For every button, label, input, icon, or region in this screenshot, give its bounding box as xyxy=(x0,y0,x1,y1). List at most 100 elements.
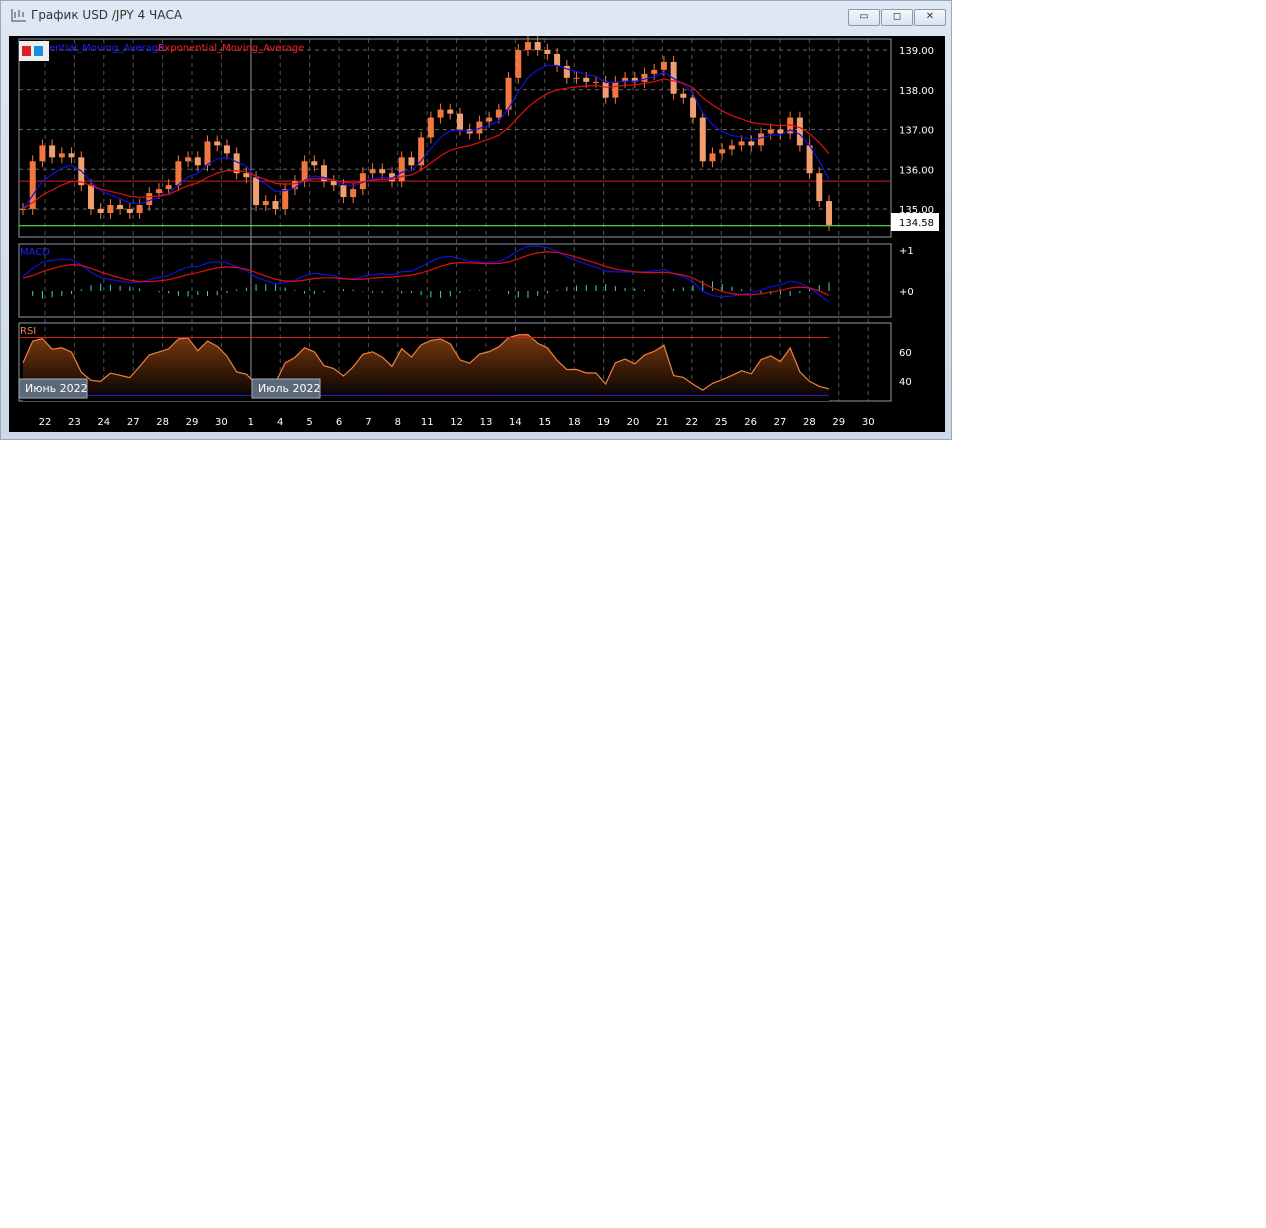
candle xyxy=(243,173,250,178)
candle xyxy=(185,157,192,162)
exponential-moving-average-line xyxy=(22,78,830,210)
time-tick-label: 27 xyxy=(127,417,140,428)
current-price-box xyxy=(891,213,939,231)
candle xyxy=(155,189,162,194)
candle xyxy=(175,161,182,186)
candle xyxy=(554,53,561,66)
candle xyxy=(748,141,755,146)
time-tick-label: 8 xyxy=(395,417,401,428)
candle xyxy=(777,129,784,134)
time-tick-label: 23 xyxy=(68,417,81,428)
sma-legend: ential_Moving_Average xyxy=(49,43,164,54)
blue-square-icon[interactable] xyxy=(34,46,43,56)
close-button[interactable]: ✕ xyxy=(914,9,946,26)
candle xyxy=(612,81,619,98)
time-tick-label: 24 xyxy=(97,417,110,428)
red-square-icon[interactable] xyxy=(22,46,31,56)
candle xyxy=(447,109,454,114)
chart-area[interactable]: 139.00 138.00 137.00 136.00 135.00 22 23 24 27 28… xyxy=(9,36,945,432)
window-title-text: График USD /JPY 4 ЧАСА xyxy=(31,8,183,22)
candle xyxy=(437,109,444,118)
candle xyxy=(524,42,531,50)
time-tick-label: 22 xyxy=(685,417,698,428)
candle xyxy=(136,205,143,213)
candle xyxy=(456,113,463,130)
price-tick-label: 135.00 xyxy=(899,205,934,216)
macd-panel xyxy=(18,243,892,318)
rsi-tick-label: 40 xyxy=(899,377,912,388)
candle xyxy=(826,201,832,225)
time-tick-label: 15 xyxy=(538,417,551,428)
candle xyxy=(223,145,230,154)
svg-text:Июль 2022: Июль 2022 xyxy=(258,382,321,395)
macd-tick-label: +0 xyxy=(899,287,914,298)
rsi-line xyxy=(22,333,830,391)
time-tick-label: 12 xyxy=(450,417,463,428)
candle xyxy=(787,117,794,134)
candle xyxy=(796,117,803,146)
price-tick-label: 139.00 xyxy=(899,46,934,57)
current-price: 134.58 xyxy=(899,218,934,229)
candle xyxy=(301,161,308,182)
time-tick-label: 11 xyxy=(421,417,434,428)
candle xyxy=(583,77,590,82)
time-tick-label: 30 xyxy=(215,417,228,428)
macd-tick-label: +1 xyxy=(899,246,914,257)
candle xyxy=(68,153,75,158)
candle xyxy=(20,209,26,210)
candle xyxy=(563,65,570,78)
candle xyxy=(311,161,318,166)
time-tick-label: 28 xyxy=(156,417,169,428)
price-tick-label: 138.00 xyxy=(899,86,934,97)
candle xyxy=(146,193,153,206)
time-tick-label: 13 xyxy=(480,417,493,428)
candle xyxy=(544,50,551,54)
candle xyxy=(58,153,65,158)
candle xyxy=(117,205,124,209)
candle xyxy=(622,77,629,82)
candle xyxy=(204,141,211,166)
candle xyxy=(495,109,502,118)
price-tick-label: 136.00 xyxy=(899,165,934,176)
time-tick-label: 20 xyxy=(627,417,640,428)
rsi-area xyxy=(23,334,829,401)
candle xyxy=(709,153,716,162)
time-tick-label: 27 xyxy=(774,417,787,428)
time-tick-label: 19 xyxy=(597,417,610,428)
candle xyxy=(330,181,337,186)
candle xyxy=(806,145,813,174)
time-tick-label: 22 xyxy=(39,417,52,428)
candle xyxy=(699,117,706,162)
rsi-tick-label: 60 xyxy=(899,348,912,359)
candle xyxy=(418,137,425,166)
candle xyxy=(573,77,580,79)
minimize-button[interactable]: ▭ xyxy=(848,9,880,26)
svg-text:Июнь 2022: Июнь 2022 xyxy=(25,382,88,395)
candle xyxy=(126,209,133,213)
time-tick-label: 7 xyxy=(365,417,371,428)
candle xyxy=(408,157,415,166)
candle xyxy=(29,161,36,209)
time-tick-label: 26 xyxy=(744,417,757,428)
chart-window: График USD /JPY 4 ЧАСА ▭ ◻ ✕ 139.00 138.0… xyxy=(0,0,952,440)
candle xyxy=(389,173,396,182)
time-tick-label: 29 xyxy=(832,417,845,428)
candle xyxy=(505,77,512,110)
candle xyxy=(602,81,609,98)
candle xyxy=(107,205,114,213)
candle xyxy=(262,201,269,206)
candle xyxy=(398,157,405,182)
candle xyxy=(165,185,172,190)
time-tick-label: 28 xyxy=(803,417,816,428)
candle xyxy=(39,145,46,162)
moving-average-line xyxy=(22,64,830,210)
ema-legend: Exponential_Moving_Average xyxy=(158,43,304,54)
candle xyxy=(719,149,726,154)
candle xyxy=(534,42,541,50)
time-tick-label: 4 xyxy=(277,417,283,428)
maximize-button[interactable]: ◻ xyxy=(881,9,913,26)
candle xyxy=(631,77,638,82)
time-tick-label: 1 xyxy=(248,417,254,428)
candle xyxy=(728,145,735,150)
candle xyxy=(369,169,376,174)
